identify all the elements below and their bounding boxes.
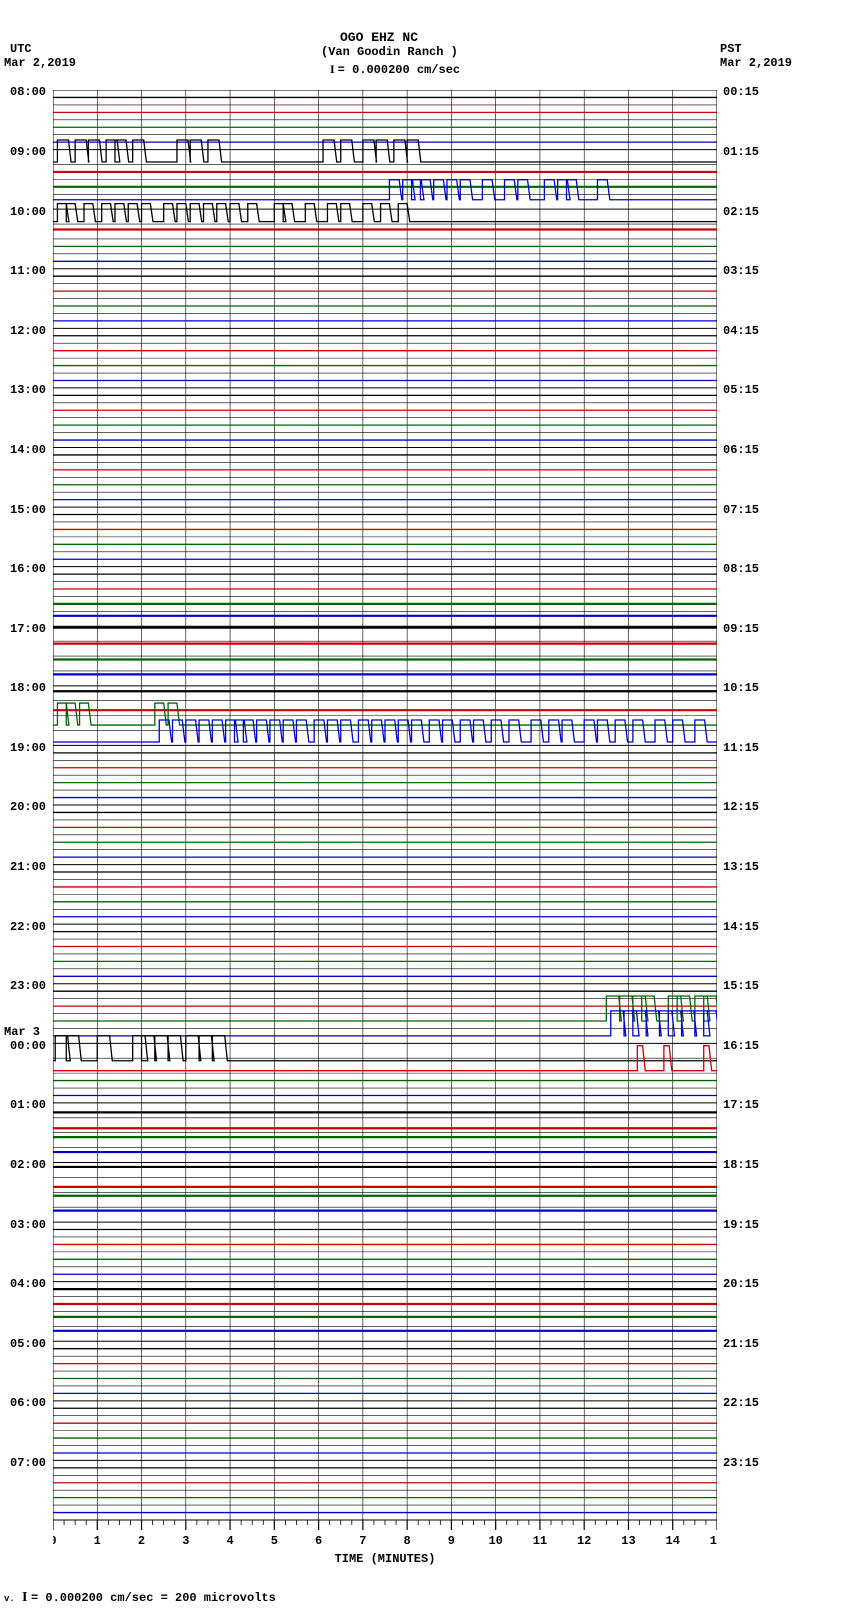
pst-hour-label: 18:15 <box>723 1158 759 1172</box>
pst-hour-label: 02:15 <box>723 205 759 219</box>
svg-text:5: 5 <box>271 1534 278 1548</box>
pst-hour-label: 10:15 <box>723 681 759 695</box>
pst-hour-label: 21:15 <box>723 1337 759 1351</box>
utc-hour-label: 05:00 <box>10 1337 46 1351</box>
utc-hour-label: 00:00 <box>10 1039 46 1053</box>
utc-hour-label: 02:00 <box>10 1158 46 1172</box>
tz-right: PST <box>720 42 742 56</box>
svg-text:10: 10 <box>488 1534 502 1548</box>
scale-text: I = 0.000200 cm/sec <box>330 62 460 77</box>
pst-hour-label: 03:15 <box>723 264 759 278</box>
pst-hour-label: 14:15 <box>723 920 759 934</box>
utc-hour-label: 03:00 <box>10 1218 46 1232</box>
svg-text:2: 2 <box>138 1534 145 1548</box>
utc-hour-label: 18:00 <box>10 681 46 695</box>
utc-hour-label: 01:00 <box>10 1098 46 1112</box>
utc-hour-label: 21:00 <box>10 860 46 874</box>
pst-hour-label: 11:15 <box>723 741 759 755</box>
utc-hour-label: 09:00 <box>10 145 46 159</box>
svg-text:0: 0 <box>53 1534 57 1548</box>
svg-text:1: 1 <box>94 1534 101 1548</box>
utc-hour-label: 22:00 <box>10 920 46 934</box>
pst-hour-label: 20:15 <box>723 1277 759 1291</box>
utc-hour-label: 15:00 <box>10 503 46 517</box>
station-loc: (Van Goodin Ranch ) <box>321 45 458 59</box>
svg-text:12: 12 <box>577 1534 591 1548</box>
svg-text:6: 6 <box>315 1534 322 1548</box>
pst-hour-label: 04:15 <box>723 324 759 338</box>
utc-hour-label: 13:00 <box>10 383 46 397</box>
svg-text:15: 15 <box>710 1534 717 1548</box>
pst-hour-label: 13:15 <box>723 860 759 874</box>
pst-hour-label: 17:15 <box>723 1098 759 1112</box>
svg-text:TIME (MINUTES): TIME (MINUTES) <box>335 1552 436 1566</box>
date-left: Mar 2,2019 <box>4 56 76 70</box>
helicorder-plot <box>53 90 717 1520</box>
svg-text:13: 13 <box>621 1534 635 1548</box>
footer-scale: v. I = 0.000200 cm/sec = 200 microvolts <box>4 1590 276 1606</box>
svg-text:11: 11 <box>533 1534 547 1548</box>
utc-hour-label: 12:00 <box>10 324 46 338</box>
utc-hour-label: 08:00 <box>10 85 46 99</box>
utc-hour-label: 07:00 <box>10 1456 46 1470</box>
svg-text:8: 8 <box>404 1534 411 1548</box>
svg-text:4: 4 <box>226 1534 233 1548</box>
pst-hour-label: 00:15 <box>723 85 759 99</box>
pst-hour-label: 05:15 <box>723 383 759 397</box>
station-id: OGO EHZ NC <box>340 30 418 45</box>
svg-text:7: 7 <box>359 1534 366 1548</box>
svg-text:14: 14 <box>666 1534 680 1548</box>
pst-hour-label: 16:15 <box>723 1039 759 1053</box>
svg-text:9: 9 <box>448 1534 455 1548</box>
pst-hour-label: 19:15 <box>723 1218 759 1232</box>
utc-hour-label: 04:00 <box>10 1277 46 1291</box>
x-axis: 0123456789101112131415TIME (MINUTES) <box>53 1520 717 1580</box>
pst-hour-label: 01:15 <box>723 145 759 159</box>
utc-hour-label: 14:00 <box>10 443 46 457</box>
utc-hour-label: 11:00 <box>10 264 46 278</box>
pst-hour-label: 23:15 <box>723 1456 759 1470</box>
day-break-label: Mar 3 <box>4 1025 40 1039</box>
pst-hour-label: 08:15 <box>723 562 759 576</box>
svg-text:3: 3 <box>182 1534 189 1548</box>
utc-hour-label: 10:00 <box>10 205 46 219</box>
pst-hour-label: 09:15 <box>723 622 759 636</box>
pst-hour-label: 22:15 <box>723 1396 759 1410</box>
date-right: Mar 2,2019 <box>720 56 792 70</box>
pst-hour-label: 12:15 <box>723 800 759 814</box>
utc-hour-label: 19:00 <box>10 741 46 755</box>
pst-hour-label: 15:15 <box>723 979 759 993</box>
pst-hour-label: 07:15 <box>723 503 759 517</box>
pst-hour-label: 06:15 <box>723 443 759 457</box>
utc-hour-label: 06:00 <box>10 1396 46 1410</box>
utc-hour-label: 20:00 <box>10 800 46 814</box>
utc-hour-label: 17:00 <box>10 622 46 636</box>
utc-hour-label: 16:00 <box>10 562 46 576</box>
tz-left: UTC <box>10 42 32 56</box>
utc-hour-label: 23:00 <box>10 979 46 993</box>
